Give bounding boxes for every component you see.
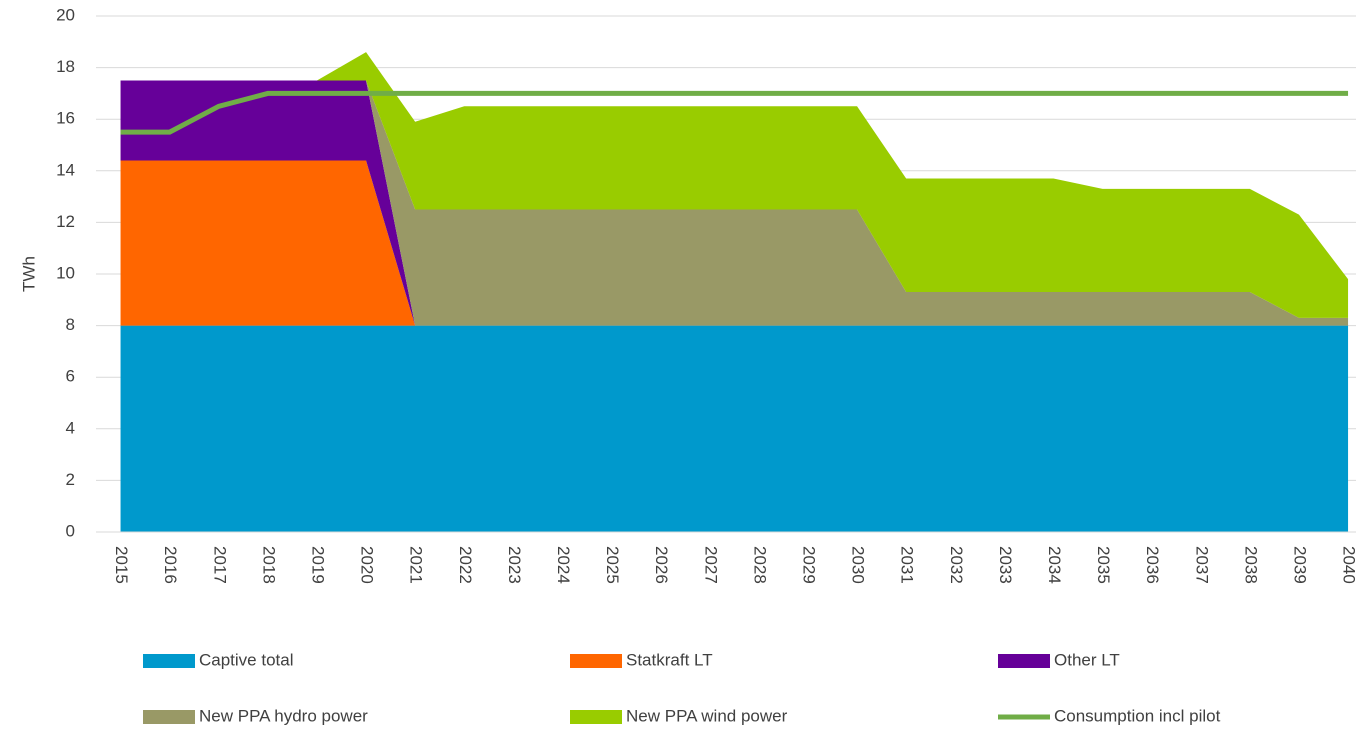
x-tick-label: 2016 — [161, 546, 180, 584]
x-tick-label: 2031 — [898, 546, 917, 584]
x-tick-label: 2039 — [1290, 546, 1309, 584]
legend-swatch — [570, 710, 622, 724]
x-tick-label: 2027 — [701, 546, 720, 584]
x-tick-label: 2024 — [554, 546, 573, 584]
y-tick-label: 4 — [66, 418, 75, 437]
x-tick-label: 2015 — [112, 546, 131, 584]
legend-swatch — [143, 710, 195, 724]
y-tick-label: 18 — [56, 57, 75, 76]
x-tick-label: 2029 — [799, 546, 818, 584]
legend-swatch — [998, 654, 1050, 668]
y-tick-label: 12 — [56, 212, 75, 231]
x-tick-label: 2036 — [1143, 546, 1162, 584]
x-tick-label: 2022 — [456, 546, 475, 584]
y-tick-label: 8 — [66, 315, 75, 334]
y-axis-label: TWh — [19, 256, 38, 292]
area — [120, 160, 1349, 326]
legend-label: New PPA wind power — [626, 706, 788, 725]
legend-swatch — [570, 654, 622, 668]
x-tick-label: 2020 — [358, 546, 377, 584]
x-tick-label: 2034 — [1045, 546, 1064, 584]
legend-label: Consumption incl pilot — [1054, 706, 1221, 725]
x-tick-label: 2032 — [947, 546, 966, 584]
legend-label: Other LT — [1054, 650, 1120, 669]
y-tick-label: 6 — [66, 367, 75, 386]
x-tick-label: 2037 — [1192, 546, 1211, 584]
legend-label: New PPA hydro power — [199, 706, 368, 725]
y-tick-label: 2 — [66, 470, 75, 489]
line — [120, 90, 1349, 135]
area — [120, 325, 1349, 532]
x-tick-label: 2033 — [996, 546, 1015, 584]
x-tick-label: 2035 — [1094, 546, 1113, 584]
x-tick-label: 2038 — [1241, 546, 1260, 584]
legend-swatch — [143, 654, 195, 668]
x-tick-label: 2019 — [308, 546, 327, 584]
x-tick-label: 2021 — [407, 546, 426, 584]
x-tick-label: 2017 — [210, 546, 229, 584]
x-tick-label: 2018 — [259, 546, 278, 584]
x-tick-label: 2028 — [750, 546, 769, 584]
y-tick-label: 14 — [56, 160, 75, 179]
y-tick-label: 10 — [56, 263, 75, 282]
area — [120, 52, 1349, 318]
x-tick-label: 2023 — [505, 546, 524, 584]
area — [120, 80, 1349, 326]
y-tick-label: 0 — [66, 521, 75, 540]
x-tick-label: 2025 — [603, 546, 622, 584]
y-tick-label: 16 — [56, 109, 75, 128]
x-tick-label: 2026 — [652, 546, 671, 584]
x-tick-label: 2030 — [849, 546, 868, 584]
area — [120, 80, 1349, 326]
legend-label: Captive total — [199, 650, 294, 669]
x-tick-label: 2040 — [1340, 546, 1358, 584]
legend-label: Statkraft LT — [626, 650, 713, 669]
y-tick-label: 20 — [56, 5, 75, 24]
